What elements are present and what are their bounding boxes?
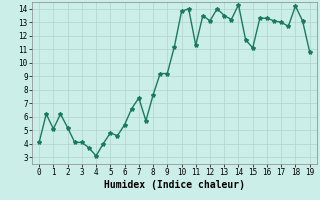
X-axis label: Humidex (Indice chaleur): Humidex (Indice chaleur) bbox=[104, 180, 245, 190]
